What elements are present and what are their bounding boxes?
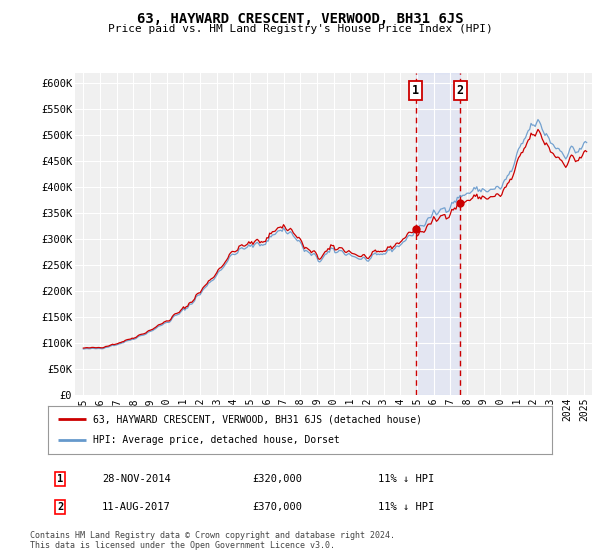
Text: HPI: Average price, detached house, Dorset: HPI: Average price, detached house, Dors…: [94, 435, 340, 445]
Text: Price paid vs. HM Land Registry's House Price Index (HPI): Price paid vs. HM Land Registry's House …: [107, 24, 493, 34]
Text: 2: 2: [457, 84, 464, 97]
Text: Contains HM Land Registry data © Crown copyright and database right 2024.
This d: Contains HM Land Registry data © Crown c…: [30, 531, 395, 550]
Text: 2: 2: [57, 502, 63, 512]
Bar: [416, 73, 460, 395]
Text: 11% ↓ HPI: 11% ↓ HPI: [378, 502, 434, 512]
Text: 63, HAYWARD CRESCENT, VERWOOD, BH31 6JS: 63, HAYWARD CRESCENT, VERWOOD, BH31 6JS: [137, 12, 463, 26]
Text: 11% ↓ HPI: 11% ↓ HPI: [378, 474, 434, 484]
Text: £370,000: £370,000: [252, 502, 302, 512]
Text: 1: 1: [412, 84, 419, 97]
Text: 28-NOV-2014: 28-NOV-2014: [102, 474, 171, 484]
Text: £320,000: £320,000: [252, 474, 302, 484]
Text: 63, HAYWARD CRESCENT, VERWOOD, BH31 6JS (detached house): 63, HAYWARD CRESCENT, VERWOOD, BH31 6JS …: [94, 414, 422, 424]
Text: 1: 1: [57, 474, 63, 484]
Text: 11-AUG-2017: 11-AUG-2017: [102, 502, 171, 512]
